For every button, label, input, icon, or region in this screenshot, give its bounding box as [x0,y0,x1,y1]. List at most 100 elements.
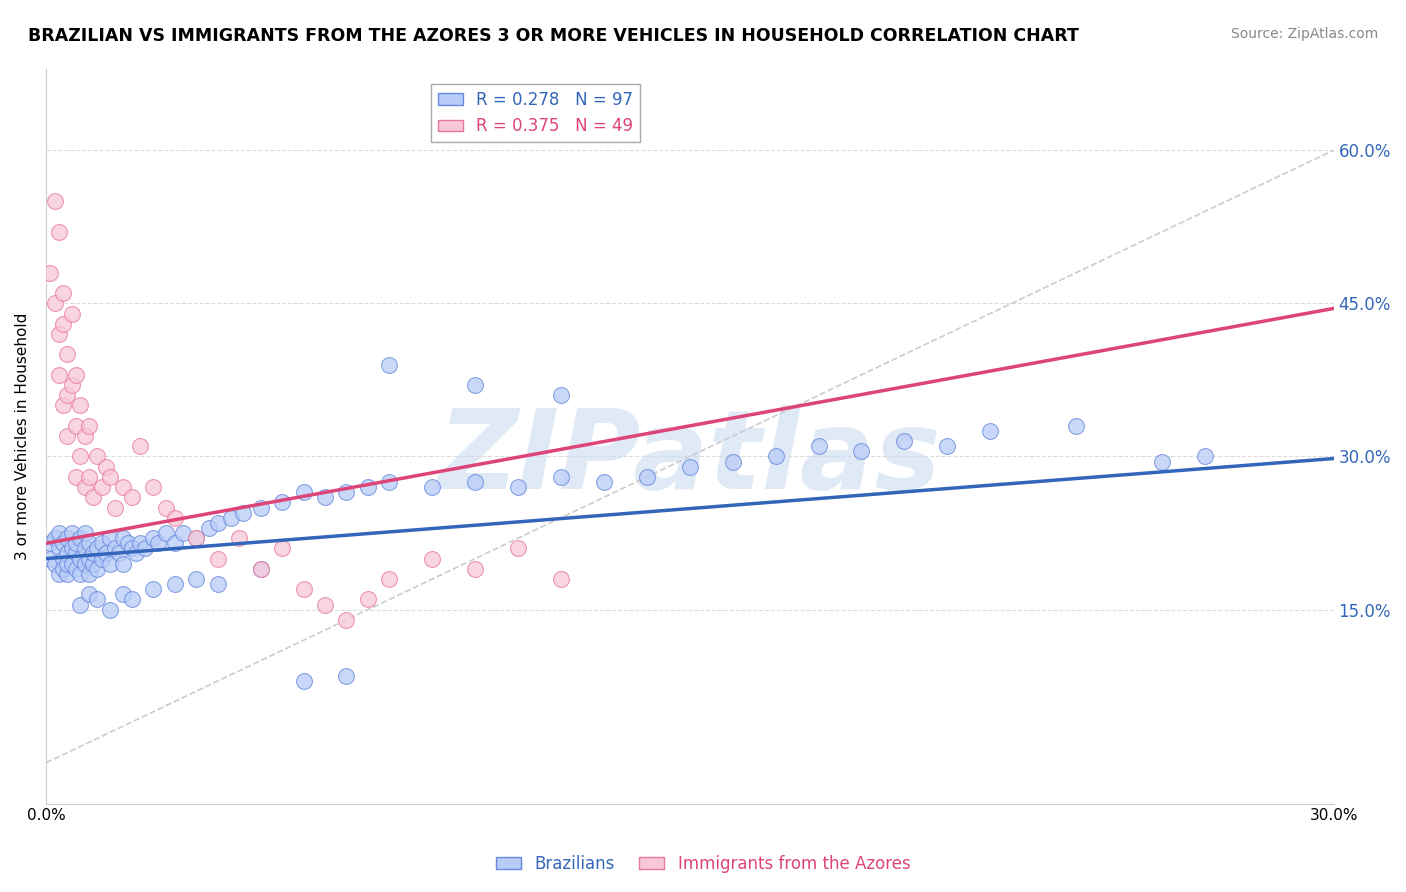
Point [60,541,83,556]
Point [69,531,91,545]
Point [893,434,915,449]
Point [249,500,271,515]
Point [550,388,572,402]
Point [73,429,96,443]
Point [82,557,104,571]
Point [550,572,572,586]
Point [77,470,100,484]
Point [228,531,250,545]
Point [90,480,112,494]
Point [721,454,744,468]
Text: BRAZILIAN VS IMMIGRANTS FROM THE AZORES 3 OR MORE VEHICLES IN HOUSEHOLD CORRELAT: BRAZILIAN VS IMMIGRANTS FROM THE AZORES … [28,27,1078,45]
Point [112,480,135,494]
Point [464,378,486,392]
Point [207,516,229,530]
Point [52,286,75,301]
Point [69,598,91,612]
Text: ZIPatlas: ZIPatlas [437,405,942,512]
Point [142,480,165,494]
Point [39,536,62,550]
Point [420,480,443,494]
Point [155,526,177,541]
Point [117,536,139,550]
Point [335,485,357,500]
Point [44,531,66,545]
Point [292,485,315,500]
Point [1150,454,1173,468]
Point [550,470,572,484]
Point [60,307,83,321]
Point [851,444,873,458]
Point [249,562,271,576]
Point [73,480,96,494]
Point [420,551,443,566]
Point [65,562,87,576]
Point [593,475,616,489]
Point [56,531,79,545]
Point [249,562,271,576]
Point [146,536,169,550]
Point [52,536,75,550]
Point [56,388,79,402]
Point [129,536,152,550]
Point [271,541,294,556]
Point [65,368,87,382]
Text: Source: ZipAtlas.com: Source: ZipAtlas.com [1230,27,1378,41]
Point [52,399,75,413]
Point [48,225,70,239]
Point [679,459,702,474]
Point [44,296,66,310]
Point [65,546,87,560]
Point [77,418,100,433]
Point [378,358,401,372]
Point [52,317,75,331]
Point [765,450,787,464]
Point [807,439,830,453]
Point [65,470,87,484]
Point [94,546,117,560]
Point [48,541,70,556]
Point [142,531,165,545]
Point [48,566,70,581]
Point [90,551,112,566]
Point [271,495,294,509]
Point [314,491,336,505]
Point [98,470,121,484]
Point [112,587,135,601]
Point [186,572,208,586]
Point [73,557,96,571]
Point [125,546,148,560]
Point [121,592,143,607]
Point [90,536,112,550]
Point [77,587,100,601]
Point [314,598,336,612]
Point [186,531,208,545]
Point [112,531,135,545]
Point [52,551,75,566]
Point [464,475,486,489]
Point [77,566,100,581]
Point [56,557,79,571]
Point [44,194,66,209]
Point [86,592,108,607]
Point [121,491,143,505]
Point [86,541,108,556]
Point [936,439,959,453]
Point [39,266,62,280]
Point [69,399,91,413]
Point [108,546,131,560]
Point [198,521,221,535]
Point [69,450,91,464]
Point [104,500,127,515]
Point [186,531,208,545]
Point [39,551,62,566]
Point [73,526,96,541]
Point [94,459,117,474]
Point [163,536,186,550]
Point [142,582,165,597]
Point [60,526,83,541]
Point [60,557,83,571]
Point [357,592,380,607]
Point [1064,418,1087,433]
Point [65,418,87,433]
